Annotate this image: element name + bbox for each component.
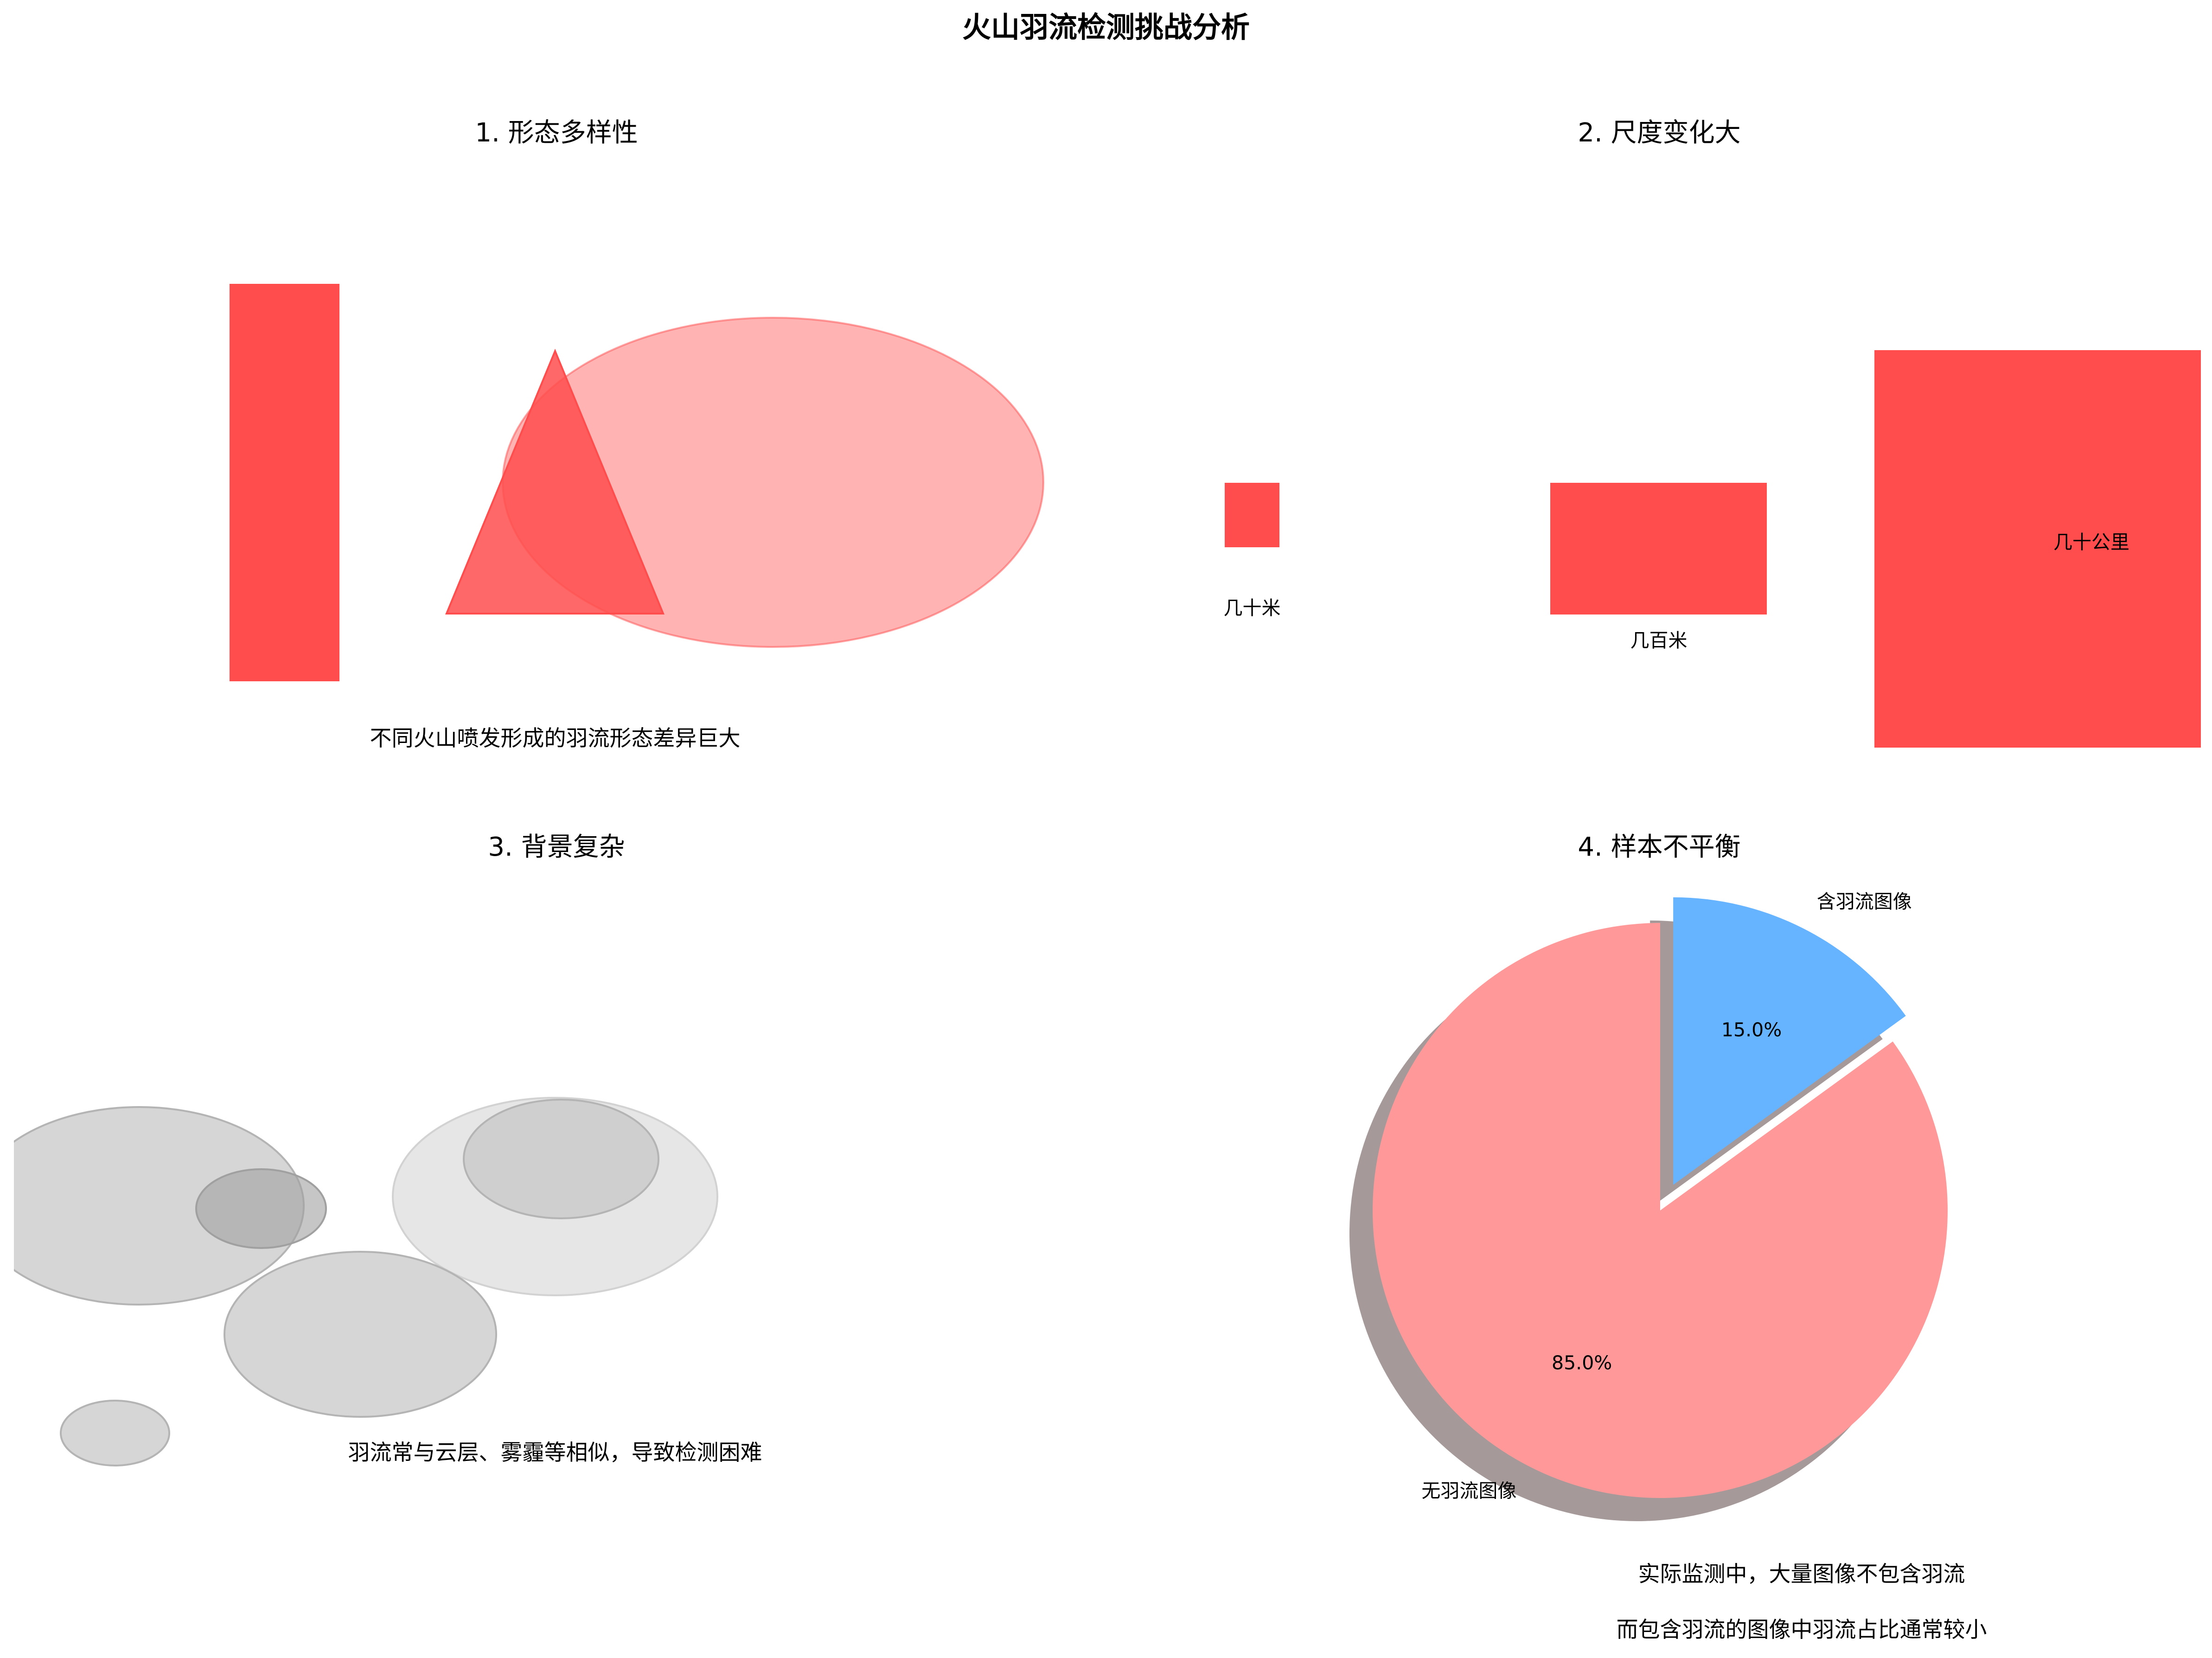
panel-scale: 2. 尺度变化大 几十米 几百米 几十公里 xyxy=(1224,118,2201,748)
canvas-edge-mask xyxy=(0,1095,14,1336)
panel-background: 3. 背景复杂 羽流常与云层、雾霾等相似，导致检测困难 xyxy=(0,832,762,1466)
pie-slice-1 xyxy=(1372,922,1948,1498)
panel-2-title: 2. 尺度变化大 xyxy=(1578,118,1740,148)
panel-3-title: 3. 背景复杂 xyxy=(488,832,625,862)
panel-4-caption-1: 实际监测中，大量图像不包含羽流 xyxy=(1638,1562,1965,1587)
panel-4-title: 4. 样本不平衡 xyxy=(1578,832,1740,862)
pie-slice-label-0: 含羽流图像 xyxy=(1817,890,1912,913)
plume-shape-triangle xyxy=(445,348,665,615)
panel-1-title: 1. 形态多样性 xyxy=(475,118,638,148)
cloud-shape xyxy=(60,1400,170,1466)
scale-large-label: 几十公里 xyxy=(2053,531,2129,553)
panel-3-caption: 羽流常与云层、雾霾等相似，导致检测困难 xyxy=(348,1440,762,1466)
cloud-shape xyxy=(224,1251,497,1418)
pie-slice-percent-0: 15.0% xyxy=(1721,1018,1782,1041)
pie-slice-0 xyxy=(1673,897,1906,1185)
pie-slice-label-1: 无羽流图像 xyxy=(1421,1480,1516,1502)
panel-imbalance: 4. 样本不平衡 含羽流图像 15.0% 无羽流图像 85.0% 实际监测中，大量图像… xyxy=(1349,832,1987,1643)
scale-small-box xyxy=(1225,483,1279,547)
cloud-shape xyxy=(463,1099,659,1219)
plume-shape-column xyxy=(230,284,339,681)
scale-large-box xyxy=(1874,350,2201,748)
panel-4-caption-2: 而包含羽流的图像中羽流占比通常较小 xyxy=(1617,1617,1987,1643)
cloud-shape xyxy=(195,1168,327,1249)
scale-medium-label: 几百米 xyxy=(1630,629,1688,652)
pie-chart: 含羽流图像 15.0% 无羽流图像 85.0% xyxy=(1349,890,1948,1521)
scale-small-label: 几十米 xyxy=(1224,597,1281,619)
panel-1-caption: 不同火山喷发形成的羽流形态差异巨大 xyxy=(370,726,741,751)
scale-medium-box xyxy=(1550,483,1767,615)
pie-slice-percent-1: 85.0% xyxy=(1552,1351,1612,1374)
figure-title: 火山羽流检测挑战分析 xyxy=(962,10,1250,44)
panel-morphology: 1. 形态多样性 不同火山喷发形成的羽流形态差异巨大 xyxy=(230,118,1044,751)
